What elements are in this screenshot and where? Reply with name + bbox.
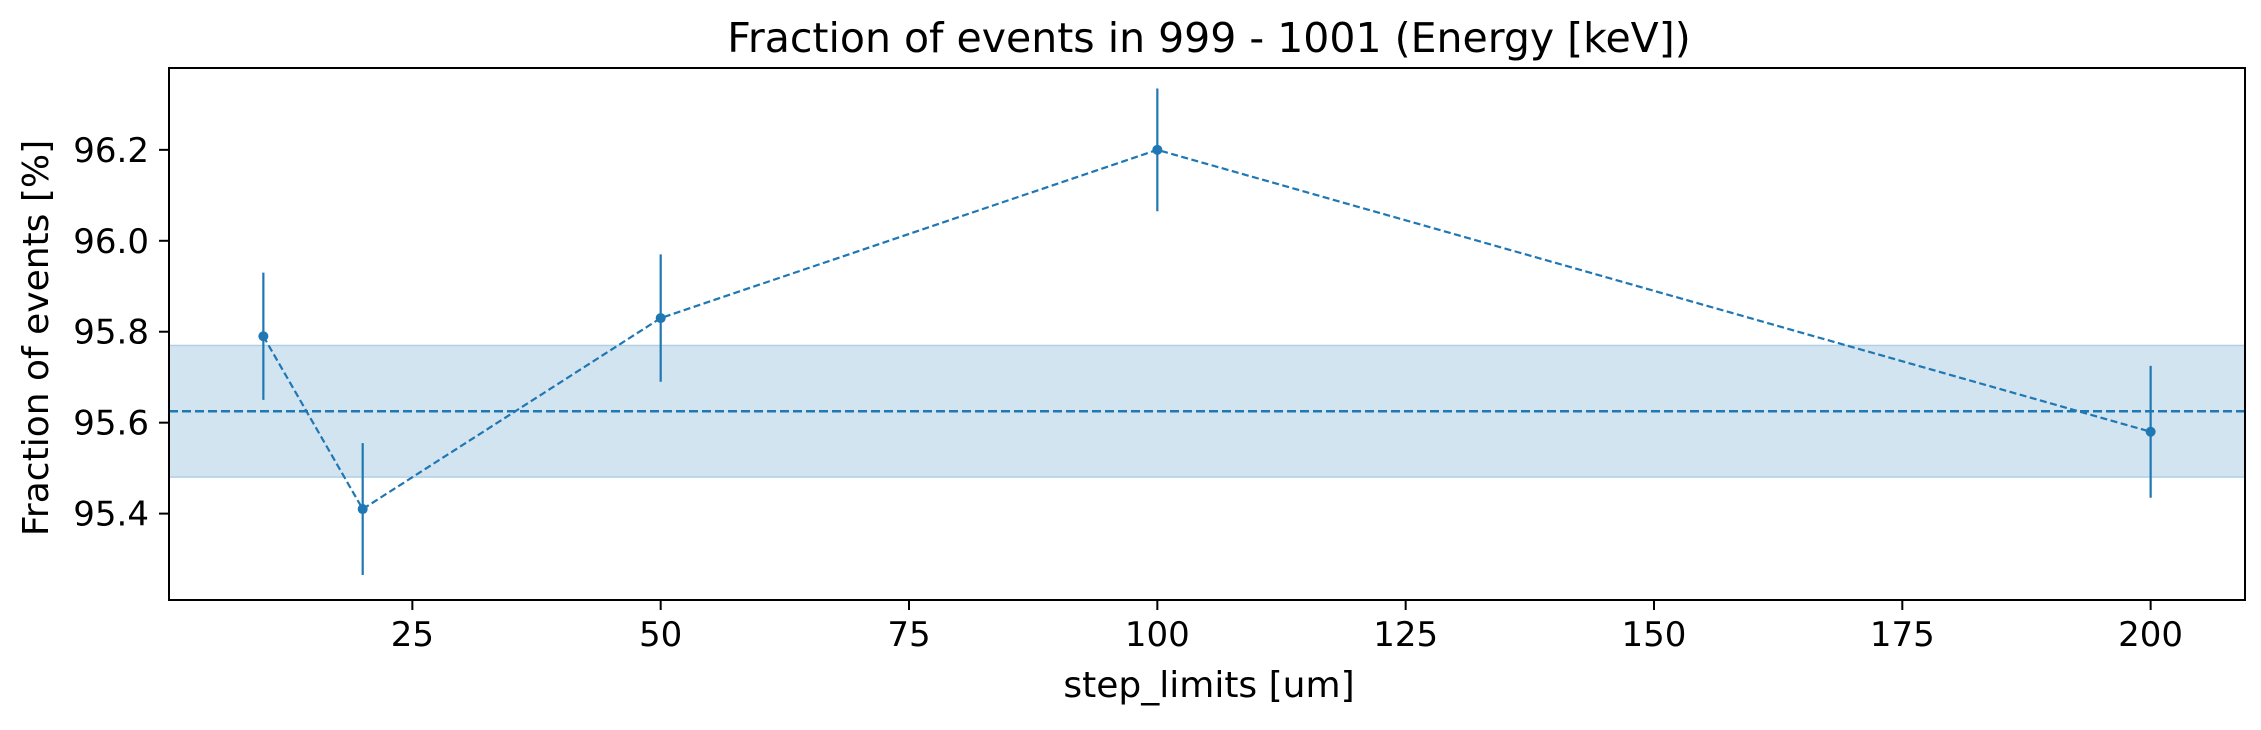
- x-tick-label: 200: [2118, 615, 2183, 655]
- x-tick-label: 50: [639, 615, 682, 655]
- x-axis-label: step_limits [um]: [1063, 665, 1354, 706]
- chart-title: Fraction of events in 999 - 1001 (Energy…: [727, 14, 1690, 62]
- y-tick-label: 95.4: [73, 495, 149, 535]
- plot-frame: [168, 67, 2246, 601]
- data-point: [1152, 144, 1163, 155]
- data-point: [357, 504, 368, 515]
- series-line: [262, 148, 2151, 511]
- y-tick-label: 95.8: [73, 313, 149, 353]
- reference-band: [168, 344, 2246, 478]
- x-tick-label: 150: [1622, 615, 1687, 655]
- y-tick-label: 95.6: [73, 404, 149, 444]
- y-axis-label: Fraction of events [%]: [16, 140, 57, 536]
- x-tick-label: 75: [887, 615, 930, 655]
- plot-area: 25 50 75 100 125 150 175 200 95.4 95.6 95.8 96.0 96.…: [73, 67, 2246, 655]
- x-tick-label: 25: [391, 615, 434, 655]
- data-point: [2145, 426, 2156, 437]
- x-tick-label: 100: [1125, 615, 1190, 655]
- data-point: [655, 313, 666, 324]
- y-tick-label: 96.2: [73, 131, 149, 171]
- data-point: [258, 331, 269, 342]
- y-tick-label: 96.0: [73, 222, 149, 262]
- x-tick-label: 175: [1870, 615, 1935, 655]
- x-tick-label: 125: [1373, 615, 1438, 655]
